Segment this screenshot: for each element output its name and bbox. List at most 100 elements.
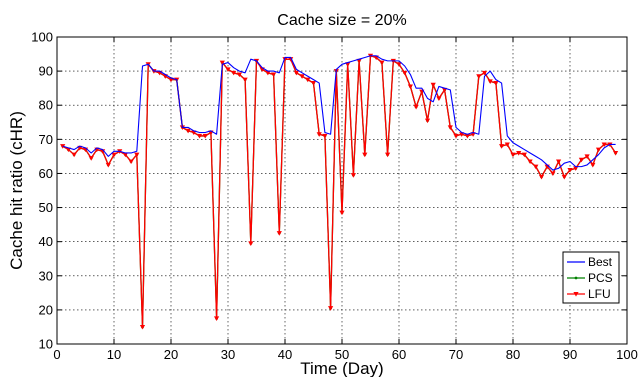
lfu-point (402, 70, 408, 76)
lfu-point (533, 164, 539, 170)
x-tick-label: 100 (616, 347, 638, 362)
lfu-point (601, 142, 607, 148)
lfu-point (265, 70, 271, 76)
y-tick-label: 10 (39, 337, 53, 352)
lfu-point (196, 133, 203, 139)
legend-best-label: Best (588, 255, 613, 269)
lfu-point (322, 133, 328, 139)
x-tick-label: 10 (107, 347, 121, 362)
lfu-point (413, 104, 419, 110)
lfu-point (453, 133, 459, 139)
lfu-point (464, 133, 470, 139)
lfu-point (493, 81, 499, 86)
lfu-point (225, 67, 231, 73)
legend-pcs-label: PCS (588, 271, 613, 285)
y-tick-label: 100 (31, 30, 53, 45)
lfu-point (310, 81, 317, 86)
ticks: 0 10 20 30 40 50 60 70 80 90 100102030405060708090… (31, 30, 638, 363)
lfu-point (88, 156, 94, 161)
lfu-point (573, 166, 579, 171)
lfu-point (139, 324, 146, 330)
lfu-point (276, 231, 282, 236)
y-tick-label: 50 (39, 200, 53, 215)
lfu-point (556, 159, 562, 165)
lfu-point (396, 62, 402, 67)
chart-title: Cache size = 20% (277, 12, 406, 29)
lfu-point (214, 316, 220, 322)
lfu-point (105, 162, 111, 168)
lfu-point (231, 70, 237, 76)
series-layer (60, 53, 619, 330)
x-tick-label: 90 (563, 347, 577, 362)
lfu-point (185, 128, 191, 134)
lfu-point (590, 162, 596, 168)
lfu-point (248, 241, 254, 246)
lfu-point (584, 154, 590, 159)
y-axis-label: Cache hit ratio (cHR) (7, 111, 26, 270)
lfu-point (504, 142, 510, 148)
legend-lfu-marker (573, 292, 579, 297)
y-tick-label: 90 (39, 64, 53, 79)
lfu-point (481, 70, 488, 76)
lfu-point (516, 150, 522, 156)
lfu-point (282, 57, 288, 62)
best-line (62, 55, 616, 171)
y-tick-label: 40 (39, 234, 53, 249)
lfu-point (499, 144, 505, 149)
x-tick-label: 50 (335, 347, 349, 362)
lfu-point (385, 152, 391, 158)
lfu-point (305, 77, 311, 83)
y-tick-label: 30 (39, 268, 53, 283)
legend-lfu-label: LFU (588, 287, 611, 301)
x-axis-label: Time (Day) (300, 359, 383, 377)
lfu-point (350, 173, 356, 178)
lfu-point (236, 72, 242, 78)
lfu-point (134, 152, 140, 158)
lfu-point (379, 60, 385, 66)
lfu-point (111, 152, 117, 158)
lfu-point (424, 118, 431, 124)
lfu-point (487, 79, 493, 84)
lfu-point (242, 77, 248, 83)
y-tick-label: 80 (39, 98, 53, 113)
lfu-point (436, 96, 442, 101)
lfu-point (561, 174, 567, 180)
lfu-point (293, 70, 299, 76)
x-tick-label: 70 (449, 347, 463, 362)
x-tick-label: 30 (221, 347, 235, 362)
lfu-point (595, 147, 602, 153)
legend: Best PCS LFU (562, 251, 620, 304)
lfu-point (527, 159, 533, 165)
lfu-point (328, 306, 334, 311)
x-tick-label: 60 (392, 347, 406, 362)
lfu-point (613, 150, 619, 156)
series-best (62, 55, 616, 171)
y-tick-label: 20 (39, 302, 53, 317)
lfu-point (71, 152, 77, 158)
lfu-point (447, 125, 453, 130)
lfu-point (430, 82, 436, 88)
lfu-point (122, 152, 128, 158)
lfu-point (362, 152, 368, 158)
lfu-point (521, 152, 527, 158)
lfu-point (550, 171, 556, 177)
lfu-point (219, 60, 225, 66)
lfu-point (128, 159, 134, 165)
lfu-point (339, 210, 345, 216)
lfu-point (476, 74, 482, 79)
y-tick-label: 60 (39, 166, 53, 181)
lfu-point (510, 152, 516, 158)
legend-pcs-marker (574, 276, 578, 280)
lfu-point (567, 168, 573, 173)
lfu-point (538, 174, 545, 180)
lfu-point (299, 74, 305, 79)
lfu-point (578, 157, 584, 163)
lfu-point (202, 133, 208, 139)
lfu-point (316, 132, 322, 137)
lfu-point (271, 72, 277, 78)
y-tick-label: 70 (39, 132, 53, 147)
x-tick-label: 20 (164, 347, 178, 362)
x-tick-label: 80 (506, 347, 520, 362)
